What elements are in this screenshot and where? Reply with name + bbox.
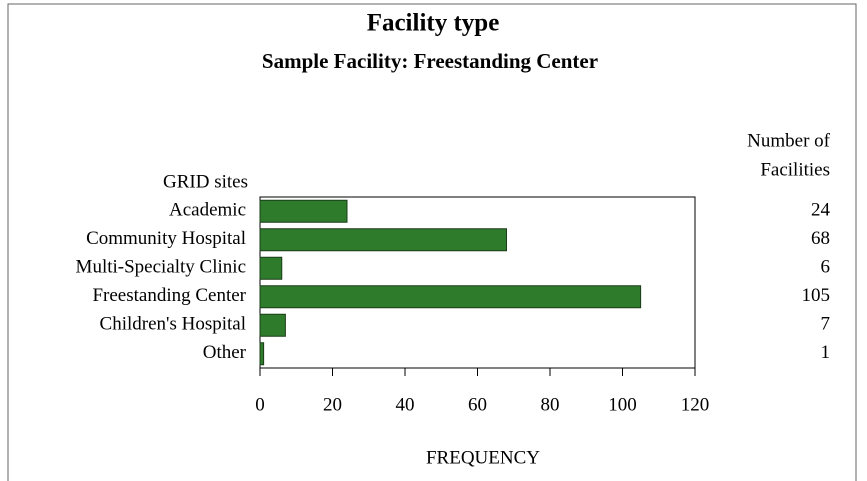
frame	[7, 3, 857, 481]
bar	[259, 285, 642, 309]
y-tick-label: Children's Hospital	[100, 314, 246, 335]
x-tick-label: 20	[323, 394, 342, 415]
bar	[259, 199, 348, 223]
value-column-title: Number of	[747, 130, 831, 151]
x-tick-label: 40	[396, 394, 415, 415]
y-axis-label: GRID sites	[163, 171, 248, 192]
y-tick-label: Community Hospital	[86, 228, 246, 249]
x-tick-label: 80	[541, 394, 560, 415]
bar	[259, 256, 283, 280]
value-label: 105	[802, 285, 831, 306]
value-label: 1	[821, 342, 831, 363]
x-tick-label: 60	[468, 394, 487, 415]
chart-subtitle: Sample Facility: Freestanding Center	[262, 49, 598, 73]
value-label: 68	[811, 228, 830, 249]
value-label: 24	[811, 200, 831, 221]
value-label: 7	[821, 314, 831, 335]
x-tick-label: 100	[608, 394, 637, 415]
value-label: 6	[821, 257, 831, 278]
bar	[259, 313, 286, 337]
bar	[259, 228, 507, 252]
x-tick-label: 120	[681, 394, 710, 415]
x-tick-label: 0	[255, 394, 265, 415]
value-column-title: Facilities	[760, 159, 830, 180]
x-axis-label: FREQUENCY	[426, 447, 540, 468]
y-tick-label: Multi-Specialty Clinic	[76, 257, 246, 278]
chart-title: Facility type	[367, 10, 500, 37]
y-tick-label: Academic	[169, 200, 246, 221]
bar	[259, 342, 265, 366]
y-tick-label: Other	[203, 342, 247, 363]
y-tick-label: Freestanding Center	[92, 285, 246, 306]
